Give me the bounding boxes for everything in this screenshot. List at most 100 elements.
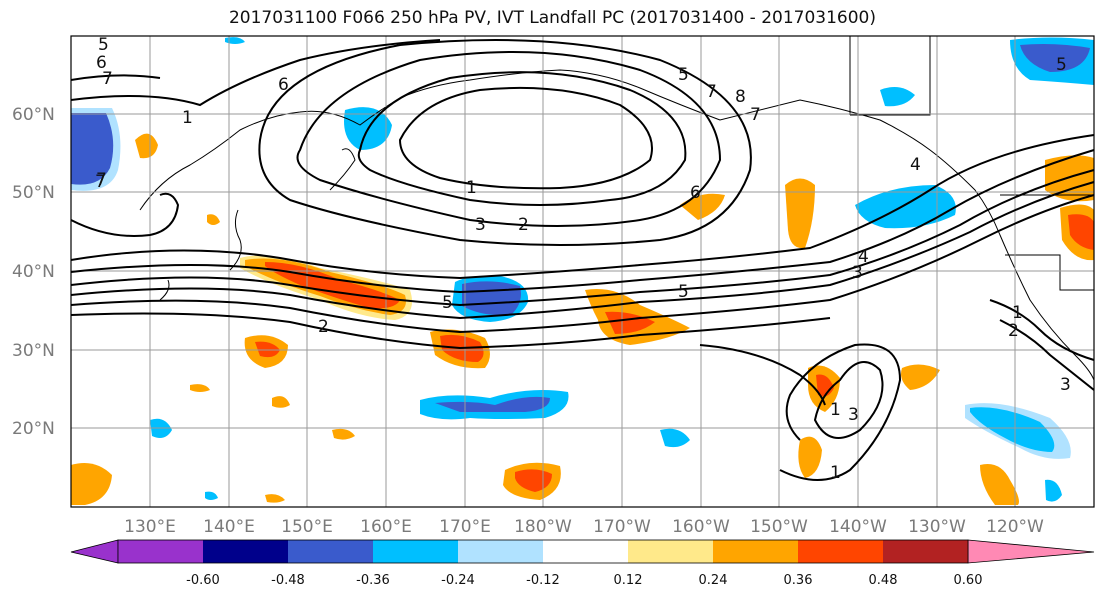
ivt-contours [70,39,1095,481]
contour-label: 6 [278,75,289,95]
neg-anomaly-patch [660,428,690,448]
colorbar-outline [117,539,969,564]
contour-label: 1 [830,463,841,483]
colorbar-tick-label: -0.60 [186,573,220,588]
contour-label: 5 [1056,55,1067,75]
neg-anomaly-patch [1020,44,1090,72]
colorbar-bin [543,540,628,563]
lon-label: 160°W [672,517,730,537]
contour-label: 5 [442,293,453,313]
colorbar-tick-label: 0.36 [784,573,813,588]
graticule [71,36,1094,507]
lon-label: 140°E [203,517,255,537]
neg-anomaly-patch [970,407,1055,452]
colorbar-tick-label: -0.24 [441,573,475,588]
colorbar-bin [288,540,373,563]
contour-label: 6 [96,53,107,73]
lon-label: 140°W [829,517,887,537]
lat-label: 60°N [12,105,55,125]
pos-anomaly-patch [135,133,158,159]
contour-label: 7 [96,170,107,190]
lon-label: 130°W [908,517,966,537]
contour-label: 2 [518,215,529,235]
contour-label: 3 [475,215,486,235]
contour-label: 4 [858,247,869,267]
lat-label: 30°N [12,341,55,361]
colorbar-tick-label: -0.36 [356,573,390,588]
contour-label: 5 [678,282,689,302]
contour-label: 7 [95,172,106,192]
colorbar-extend-max [967,539,1095,564]
colorbar-tick-label: 0.60 [954,573,983,588]
contour-label: 6 [690,183,701,203]
contour-label: 3 [1060,375,1071,395]
pos-anomaly-patch [272,396,290,408]
contour-label: 7 [706,82,717,102]
colorbar-tick-label: -0.12 [526,573,560,588]
contour-label: 1 [466,178,477,198]
pos-anomaly-patch [1045,155,1094,202]
lon-label: 180°W [514,517,572,537]
lat-label: 50°N [12,183,55,203]
lon-label: 170°W [593,517,651,537]
pos-anomaly-patch [785,178,815,249]
lon-label: 170°E [439,517,491,537]
contour-label: 1 [182,108,193,128]
colorbar-bin [628,540,713,563]
lon-label: 120°W [986,517,1044,537]
contour-label-group: 5 6 7 7 1 1 2 3 6 7 8 5 5 2 5 3 4 1 2 3 … [95,35,1071,483]
map-frame [70,35,1095,508]
colorbar-extend-min [70,539,119,564]
neg-anomaly-patch [1045,479,1062,502]
contour-label: 8 [735,87,746,107]
colorbar-bin [373,540,458,563]
colorbar-tick-label: 0.24 [699,573,728,588]
pos-anomaly-patch [901,364,940,390]
colorbar-tick-label: 0.48 [869,573,898,588]
colorbar-tick-label: 0.12 [614,573,643,588]
pos-anomaly-patch [265,494,285,503]
neg-anomaly-patch [462,281,521,315]
colorbar-bin [118,540,203,563]
pos-anomaly-patch [207,214,220,225]
contour-label: 7 [750,105,761,125]
neg-anomaly-patch [205,491,218,500]
pos-anomaly-patch [980,464,1019,505]
lon-label: 130°E [124,517,176,537]
longitude-labels: 130°E 140°E 150°E 160°E 170°E 180°W 170°… [124,517,1044,537]
neg-anomaly-patch [880,86,915,107]
colorbar: -0.60 -0.48 -0.36 -0.24 -0.12 0.12 0.24 … [70,539,1095,588]
contour-label: 4 [910,155,921,175]
contour-label: 5 [678,65,689,85]
pos-anomaly-patch [255,341,280,358]
colorbar-bin [798,540,883,563]
lon-label: 160°E [360,517,412,537]
lon-label: 150°W [750,517,808,537]
contour-label: 5 [98,35,109,55]
neg-anomaly-patch [71,113,114,185]
pos-anomaly-patch [71,462,112,505]
lat-label: 40°N [12,262,55,282]
colorbar-bin [203,540,288,563]
colorbar-bin [458,540,543,563]
pos-anomaly-patch [332,428,355,440]
neg-anomaly-patch [435,396,550,412]
lon-label: 150°E [281,517,333,537]
colorbar-bin [713,540,798,563]
contour-label: 3 [852,263,863,283]
contour-label: 2 [1008,321,1019,341]
contour-label: 1 [830,400,841,420]
contour-label: 7 [102,69,113,89]
coastlines [139,36,1095,381]
map-title: 2017031100 F066 250 hPa PV, IVT Landfall… [228,8,876,28]
pos-anomaly-patch [1068,214,1094,250]
latitude-labels: 60°N 50°N 40°N 30°N 20°N [12,105,55,439]
colorbar-tick-label: -0.48 [271,573,305,588]
pos-anomaly-patch [190,384,210,392]
neg-anomaly-patch [225,37,245,44]
contour-label: 2 [318,317,329,337]
colorbar-bin [883,540,968,563]
contour-label: 3 [848,405,859,425]
lat-label: 20°N [12,419,55,439]
